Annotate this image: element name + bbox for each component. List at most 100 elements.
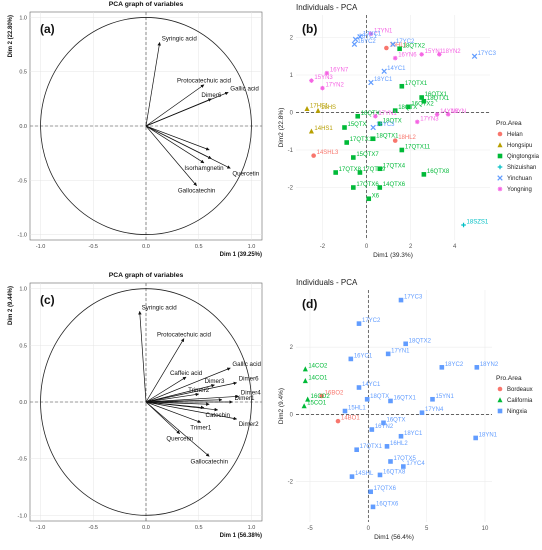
point-17qtx10: [344, 140, 350, 145]
point-14co2: [302, 366, 308, 372]
point-label-17qtx10: 17QTX10: [350, 137, 376, 143]
variable-arrow-gallocatechin: [145, 401, 210, 457]
point-15qtx: [342, 125, 347, 130]
legend-entry-california: California: [507, 398, 533, 404]
point-label-14co1: 14CO1: [308, 375, 328, 381]
variable-label-dimer6: Dimer6: [201, 92, 221, 99]
point-18yc2: [439, 365, 445, 370]
point-14yn2: [434, 112, 440, 117]
y-tick-label: 1: [290, 73, 294, 79]
point-17qtx4: [377, 166, 383, 172]
point-label-15qtx7: 15QTX7: [356, 152, 379, 158]
y-axis-label: Dim 2 (9.44%): [8, 286, 14, 325]
x-tick-label: 4: [453, 244, 457, 250]
legend-marker-shizuishan: [497, 164, 503, 170]
point-14shl3: [311, 153, 316, 158]
y-tick-label: -2: [288, 186, 294, 192]
legend-marker-ningxia: [497, 408, 503, 414]
point-18qtx1: [421, 98, 427, 104]
point-label-16qtx6: 16QTX6: [376, 501, 399, 507]
variable-arrow-protocatechuic-acid: [145, 84, 205, 127]
legend-entry-yinchuan: Yinchuan: [507, 176, 532, 182]
point-label-18yn2: 18YN2: [480, 362, 499, 368]
point-14yc1: [356, 385, 362, 390]
point-label-17yn1: 17YN1: [391, 348, 410, 354]
point-16yc3: [370, 124, 376, 131]
x-tick-label: 2: [409, 244, 413, 250]
point-17yc2: [356, 321, 362, 326]
variable-label-gallic-acid: Gallic acid: [230, 85, 259, 92]
legend-entry-bordeaux: Bordeaux: [507, 387, 533, 393]
point-label-17hs1: 17HS1: [310, 103, 329, 109]
y-tick-label: 0.5: [19, 70, 27, 76]
point-16qtx1: [419, 95, 424, 100]
x-axis-label: Dim 1 (56.38%): [220, 533, 262, 539]
point-label-16yc1: 16YC1: [359, 34, 378, 40]
y-tick-label: 1.0: [19, 287, 27, 293]
x-tick-label: -0.5: [89, 244, 98, 250]
x-tick-label: 0: [367, 526, 371, 532]
y-tick-label: 2: [290, 36, 294, 42]
variable-arrow-dimer4: [145, 394, 240, 403]
variable-arrow-gallic-acid: [145, 367, 231, 403]
variable-label-trimer1: Trimer1: [190, 424, 212, 431]
point-16yn: [445, 112, 451, 117]
variable-arrow-unnamed: [145, 401, 205, 410]
point-label-17qtx11: 17QTX11: [405, 145, 431, 151]
variable-label-protocatechuic-acid: Protocatechuic acid: [157, 332, 212, 339]
variable-label-quercetin: Quercetin: [166, 436, 193, 443]
variable-label-dimer2: Dimer2: [239, 421, 259, 428]
point-18qtx2: [397, 46, 402, 52]
variable-arrow-isorhamgnetin: [145, 125, 205, 164]
variable-label-gallocatechin: Gallocatechin: [178, 188, 216, 195]
point-label-18qtx: 18QTX: [398, 105, 417, 111]
y-tick-label: -1.0: [18, 233, 27, 239]
legend-marker-yongning: [497, 186, 503, 192]
point-label-17yc3: 17YC3: [478, 51, 497, 57]
point-17hs1: [304, 105, 310, 112]
point-label-17qtx4: 17QTX4: [383, 163, 406, 169]
y-tick-label: -1.0: [18, 513, 27, 519]
legend-marker-bordeaux: [497, 386, 503, 392]
variable-label-trimer2: Trimer2: [188, 387, 210, 394]
point-17qtx1: [354, 447, 359, 453]
point-label-15qtx: 15QTX: [348, 122, 367, 128]
panel-b-individuals: -2 0 2 4-2-101217YN116YC117YC116YC216HL117Y…: [278, 3, 540, 259]
legend-title: Pro.Area: [496, 120, 522, 127]
point-label-16yc3: 16YC3: [376, 122, 395, 128]
variable-arrow-dimer6: [145, 98, 212, 127]
legend: Pro.Area Helan Hongsipu Qingtongxia Shizuish…: [496, 120, 540, 193]
point-18yn2: [474, 365, 480, 370]
point-label-18qtx1: 18QTX1: [427, 96, 450, 102]
point-label-16bo2: 16BO2: [325, 390, 344, 396]
x-axis-label: Dim1 (56.4%): [374, 534, 414, 541]
point-label-16qtx8: 16QTX8: [383, 469, 406, 475]
legend-title: Pro.Area: [496, 375, 522, 382]
point-label-16qtx1: 16QTX1: [425, 92, 448, 98]
y-tick-label: 0.0: [19, 400, 27, 406]
point-label-17qtx8: 17QTX8: [339, 167, 362, 173]
point-label-17qtx6: 17QTX6: [374, 486, 397, 492]
point-18yc1: [398, 433, 404, 439]
point-label-17yn3: 17YN3: [420, 116, 439, 122]
point-label-17qtx1: 17QTX1: [360, 444, 383, 450]
point-14qtx6: [377, 185, 383, 190]
x-tick-label: 0.0: [142, 244, 150, 250]
point-label-16yn6: 16YN6: [398, 53, 417, 59]
point-label-18yc1: 18YC1: [404, 431, 423, 437]
point-label-18qtx2: 18QTX2: [409, 338, 432, 344]
point-15yn1: [419, 52, 424, 57]
point-18yn1: [473, 435, 478, 441]
y-tick-label: -2: [288, 480, 294, 486]
variable-arrow-unnamed: [145, 398, 223, 403]
chart-title: Individuals - PCA: [296, 278, 358, 287]
x-tick-label: -2: [320, 244, 326, 250]
x-tick-label: 0.0: [142, 525, 150, 531]
x-tick-label: 0.5: [195, 525, 203, 531]
point-18hl2: [392, 138, 398, 143]
variable-arrow-caffeic-acid: [145, 376, 187, 403]
panel-letter: (c): [40, 293, 55, 307]
point-16hl1: [384, 45, 389, 51]
point-16co2: [305, 396, 311, 402]
y-axis-label: Dim 2 (22.80%): [8, 15, 14, 57]
